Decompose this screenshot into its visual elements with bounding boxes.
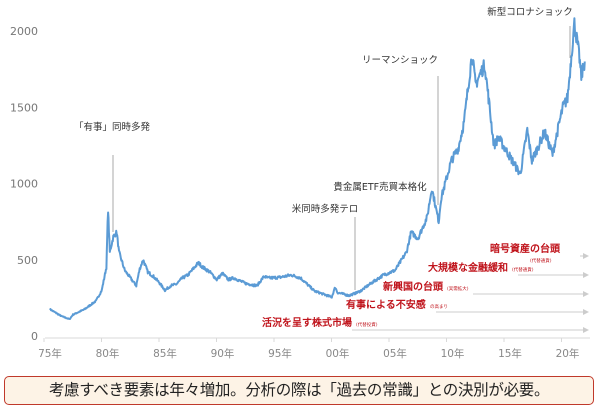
x-tick-label: 95年 bbox=[268, 347, 292, 360]
x-tick-label: 05年 bbox=[383, 347, 407, 360]
factor-note: の高まり bbox=[430, 303, 448, 310]
x-tick-label: 10年 bbox=[441, 347, 465, 360]
arrow-head-icon bbox=[583, 272, 589, 278]
caption-box: 考慮すべき要素は年々増加。分析の際は「過去の常識」との決別が必要。 bbox=[4, 376, 594, 405]
arrow-head-icon bbox=[583, 253, 589, 259]
x-tick-label: 15年 bbox=[498, 347, 522, 360]
x-tick-label: 75年 bbox=[38, 347, 62, 360]
factor-note: (実需拡大) bbox=[447, 285, 469, 292]
arrow-head-icon bbox=[583, 309, 589, 315]
arrow-head-icon bbox=[583, 327, 589, 333]
factor-label: 暗号資産の台頭 bbox=[490, 242, 561, 255]
gold-price-series-line bbox=[49, 17, 586, 320]
x-tick-label: 85年 bbox=[153, 347, 177, 360]
factor-note: (代替投資) bbox=[356, 321, 378, 328]
factor-label: 有事による不安感 bbox=[346, 298, 426, 311]
annotation-label: リーマンショック bbox=[362, 55, 438, 66]
factor-label: 活況を呈す株式市場 bbox=[262, 316, 352, 329]
y-tick-label: 1000 bbox=[10, 178, 38, 191]
factor-note: (代替通貨) bbox=[530, 257, 552, 264]
y-tick-label: 2000 bbox=[10, 25, 38, 38]
annotation-label: 新型コロナショック bbox=[487, 6, 573, 18]
annotation-label: 米同時多発テロ bbox=[292, 203, 359, 215]
annotation-label: 「有事」同時多発 bbox=[74, 121, 151, 133]
x-tick-label: 80年 bbox=[96, 347, 120, 360]
y-tick-label: 1500 bbox=[10, 101, 38, 114]
factor-label: 大規模な金融緩和 bbox=[428, 261, 508, 274]
annotation-label: 貴金属ETF売買本格化 bbox=[333, 181, 427, 193]
y-tick-label: 0 bbox=[31, 330, 38, 343]
gold-price-chart: 0 500 1000 1500 2000 75年 80年 85年 90年 95年 00年 05年 10年… bbox=[10, 6, 590, 360]
arrow-head-icon bbox=[583, 291, 589, 297]
factor-label: 新興国の台頭 bbox=[383, 280, 444, 293]
y-tick-label: 500 bbox=[17, 254, 38, 267]
x-tick-label: 00年 bbox=[326, 347, 350, 360]
x-tick-label: 20年 bbox=[556, 347, 580, 360]
factor-note: (代替通貨) bbox=[512, 266, 534, 273]
x-tick-label: 90年 bbox=[211, 347, 235, 360]
